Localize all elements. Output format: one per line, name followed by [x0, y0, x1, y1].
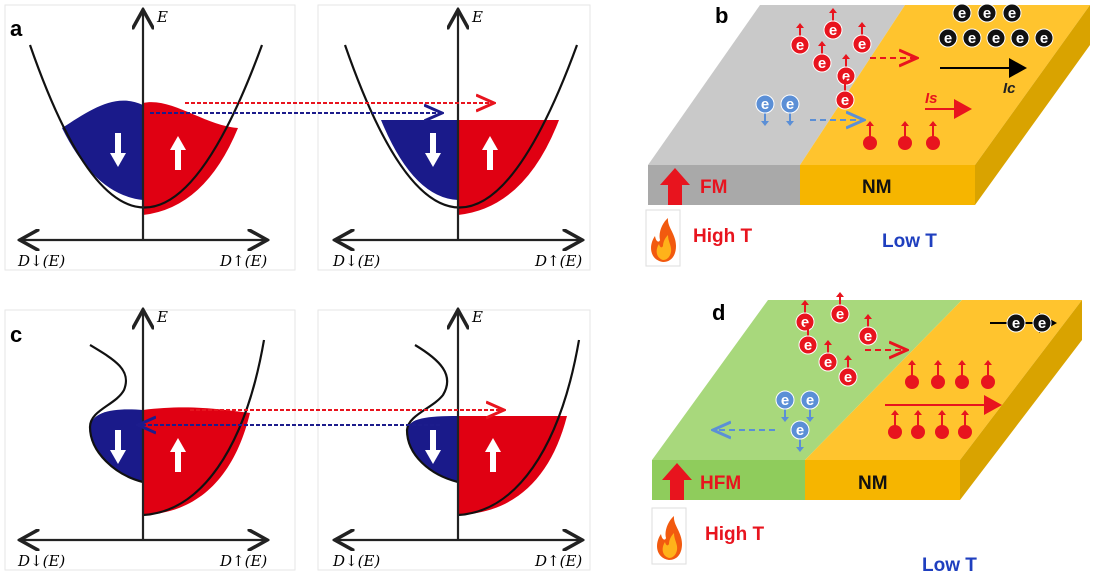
dos-plot: E D↓(E) D↑(E)	[332, 308, 582, 570]
electron-label: e	[836, 306, 844, 323]
electron-label: e	[858, 36, 866, 53]
current-label: Is	[925, 90, 938, 107]
axis-label: D↓(E)	[332, 252, 380, 270]
spin-dot	[888, 425, 902, 439]
panel-label: d	[712, 300, 725, 325]
axis-label: D↑(E)	[534, 552, 582, 570]
electron-label: e	[1016, 30, 1024, 47]
dos-plot: E D↓(E) D↑(E)	[17, 308, 267, 570]
axis-label: E	[156, 8, 168, 26]
layer-label: FM	[700, 177, 727, 198]
electron-label: e	[796, 37, 804, 54]
hot-label: High T	[693, 226, 752, 247]
spin-up-band	[458, 416, 567, 515]
spin-up-band	[143, 102, 238, 215]
electron-label: e	[781, 392, 789, 409]
axis-label: D↑(E)	[219, 252, 267, 270]
axis-label: D↓(E)	[332, 552, 380, 570]
electron-label: e	[829, 22, 837, 39]
electron-label: e	[1038, 315, 1046, 332]
spin-dot	[926, 136, 940, 150]
dos-plot: E D↓(E) D↑(E)	[17, 8, 267, 270]
electron-label: e	[992, 30, 1000, 47]
panel-a: a E D↓(E) D↑(E) E D↓(E) D↑(E)	[5, 5, 590, 270]
axis-label: E	[156, 308, 168, 326]
heat-icon	[652, 508, 686, 564]
electron-label: e	[958, 5, 966, 22]
electron-label: e	[796, 422, 804, 439]
electron-label: e	[1008, 5, 1016, 22]
electron-label: e	[806, 392, 814, 409]
electron-label: e	[1040, 30, 1048, 47]
cold-label: Low T	[882, 231, 937, 252]
dos-plot: E D↓(E) D↑(E)	[332, 8, 582, 270]
layer-label: NM	[858, 473, 888, 494]
axis-label: D↓(E)	[17, 552, 65, 570]
spin-dot	[911, 425, 925, 439]
axis-label: D↓(E)	[17, 252, 65, 270]
cold-label: Low T	[922, 555, 977, 574]
electron-label: e	[818, 55, 826, 72]
electron-label: e	[841, 92, 849, 109]
spin-up-band	[458, 120, 559, 215]
spin-dot	[935, 425, 949, 439]
panel-label: c	[10, 322, 22, 347]
panel-label: b	[715, 3, 728, 28]
layer-label: NM	[862, 177, 892, 198]
electron-label: e	[983, 5, 991, 22]
current-label: Ic	[1003, 80, 1016, 97]
spin-dot	[898, 136, 912, 150]
electron-label: e	[968, 30, 976, 47]
electron-label: e	[844, 369, 852, 386]
electron-label: e	[824, 354, 832, 371]
electron-label: e	[944, 30, 952, 47]
spin-dot	[958, 425, 972, 439]
panel-c: c E D↓(E) D↑(E) E D↓(E) D↑(E)	[5, 308, 590, 570]
axis-label: D↑(E)	[219, 552, 267, 570]
axis-label: D↑(E)	[534, 252, 582, 270]
spin-dot	[905, 375, 919, 389]
electron-label: e	[864, 328, 872, 345]
hot-label: High T	[705, 524, 764, 545]
heat-icon	[646, 210, 680, 266]
layer-label: HFM	[700, 473, 741, 494]
spin-dot	[981, 375, 995, 389]
spin-up-band	[143, 407, 250, 515]
figure: a E D↓(E) D↑(E) E D↓(E) D↑(E)	[0, 0, 1107, 574]
panel-label: a	[10, 16, 23, 41]
electron-label: e	[786, 96, 794, 113]
axis-label: E	[471, 8, 483, 26]
electron-label: e	[804, 337, 812, 354]
spin-dot	[955, 375, 969, 389]
spin-arrow	[836, 292, 844, 297]
axis-label: E	[471, 308, 483, 326]
electron-label: e	[1012, 315, 1020, 332]
spin-dot	[931, 375, 945, 389]
electron-label: e	[761, 96, 769, 113]
spin-dot	[863, 136, 877, 150]
